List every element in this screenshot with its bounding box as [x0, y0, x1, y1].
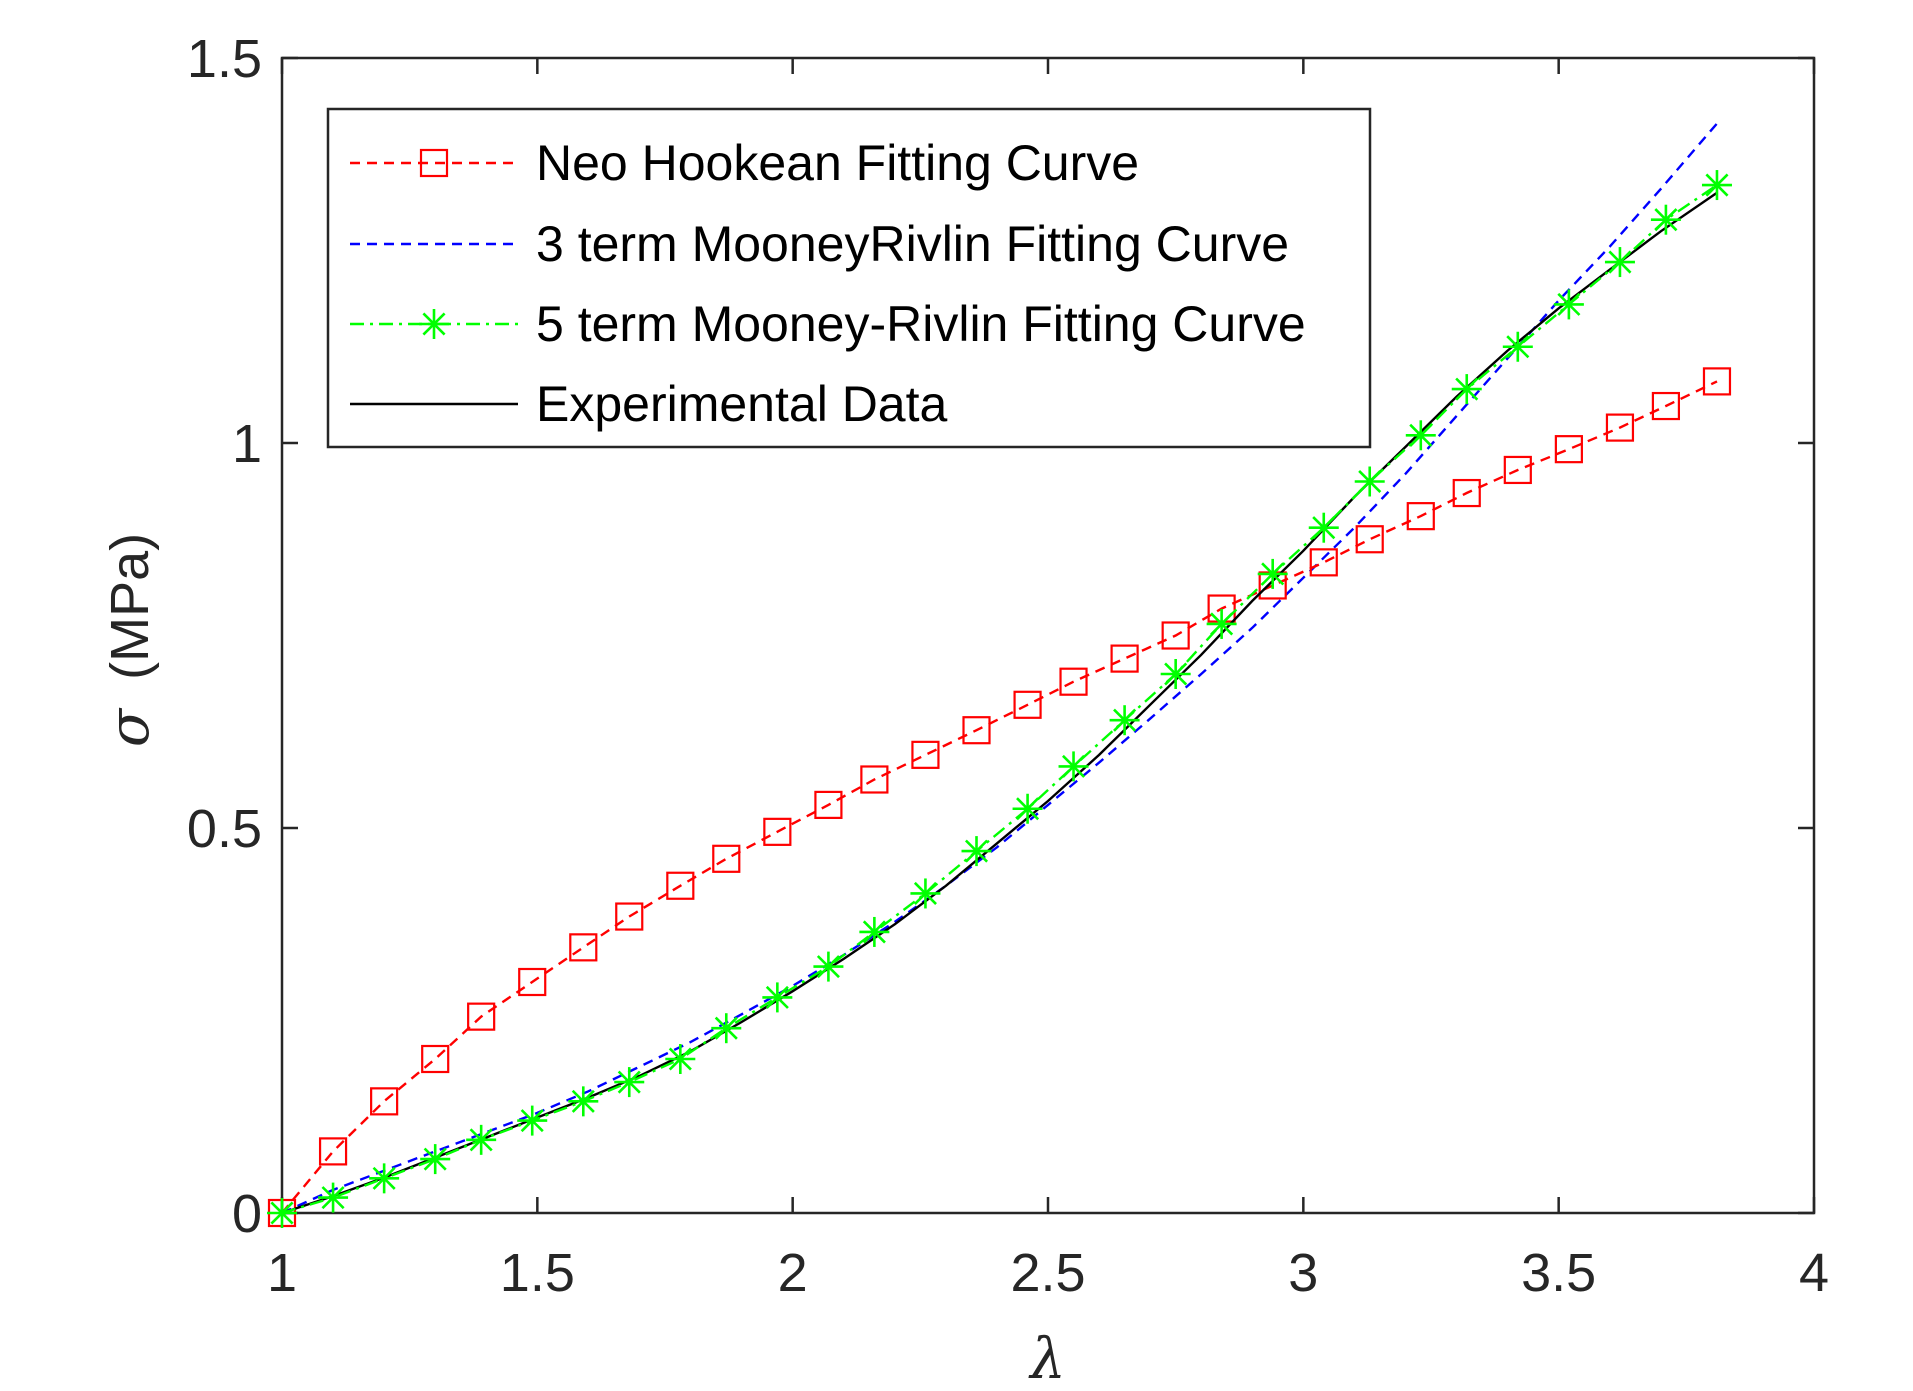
series-marker [318, 1182, 349, 1213]
series-marker [1355, 525, 1384, 554]
series-marker [762, 982, 793, 1013]
series-marker [517, 1105, 548, 1136]
x-tick-label: 1 [267, 1243, 297, 1303]
series-marker [318, 1137, 348, 1166]
series-marker [712, 844, 741, 873]
legend-label: 5 term Mooney-Rivlin Fitting Curve [536, 296, 1306, 352]
x-tick-label: 4 [1799, 1243, 1829, 1303]
series-marker [1502, 331, 1533, 362]
series-marker [860, 765, 889, 794]
series-marker [1702, 367, 1732, 396]
series-marker [1650, 204, 1681, 235]
series-marker [467, 1002, 496, 1031]
x-tick-label: 1.5 [500, 1243, 575, 1303]
series-marker [1059, 667, 1088, 696]
series-marker [267, 1198, 297, 1228]
legend-swatch-marker [419, 148, 449, 178]
series-marker [1354, 466, 1385, 497]
y-tick-label: 1 [232, 414, 262, 474]
x-tick-label: 2.5 [1010, 1243, 1085, 1303]
series-marker [1308, 512, 1339, 543]
series-line [281, 380, 1718, 1214]
series-marker [568, 1086, 599, 1117]
series-marker [614, 1067, 645, 1098]
legend-entry: Experimental Data [350, 376, 947, 432]
y-tick-label: 1.5 [187, 29, 262, 89]
series-marker [1651, 391, 1681, 421]
legend-box [326, 107, 1372, 449]
series-marker [1309, 548, 1338, 577]
y-axis-label-unit: (MPa) [100, 533, 160, 680]
y-tick-label: 0 [232, 1184, 262, 1244]
legend-entry: 3 term MooneyRivlin Fitting Curve [350, 216, 1289, 272]
series-marker [1257, 558, 1288, 589]
series-marker [910, 878, 941, 909]
series-marker [1058, 751, 1089, 782]
series-marker [814, 790, 843, 820]
series-marker [1206, 608, 1237, 639]
series-marker [370, 1087, 399, 1116]
series-marker [1452, 478, 1481, 508]
series-marker [1110, 644, 1139, 673]
legend-label: 3 term MooneyRivlin Fitting Curve [536, 216, 1289, 272]
legend: Neo Hookean Fitting Curve 3 term MooneyRi… [326, 107, 1372, 449]
x-tick-label: 3.5 [1521, 1243, 1596, 1303]
series-marker [711, 1013, 742, 1044]
series-marker [961, 836, 992, 867]
legend-swatch-marker [419, 309, 449, 339]
series-marker [813, 951, 844, 982]
series-marker [466, 1124, 497, 1155]
series-marker [1503, 455, 1532, 485]
series-marker [1701, 170, 1732, 201]
y-axis-label-symbol: σ [97, 707, 162, 747]
series-marker [615, 902, 644, 931]
series-marker [763, 817, 792, 846]
series-marker [518, 967, 547, 997]
series-marker [1013, 690, 1042, 719]
series-marker [1406, 502, 1435, 531]
y-axis-label: σ (MPa) [97, 533, 162, 747]
series-marker [369, 1163, 400, 1194]
series-marker [1604, 247, 1635, 278]
series-marker [421, 1044, 450, 1074]
legend-entry: 5 term Mooney-Rivlin Fitting Curve [350, 296, 1306, 352]
legend-label: Neo Hookean Fitting Curve [536, 135, 1139, 191]
series-marker [1160, 659, 1191, 689]
y-tick-label: 0.5 [187, 799, 262, 859]
series-marker [1451, 374, 1482, 405]
series-marker [1405, 420, 1436, 451]
series-marker [859, 916, 890, 947]
series-marker [1109, 705, 1140, 736]
series-marker [911, 740, 940, 769]
legend-label: Experimental Data [536, 376, 947, 432]
series-marker [962, 716, 991, 745]
series-marker [420, 1144, 451, 1175]
series-marker [569, 933, 598, 962]
y-tick-labels: 0 0.5 1 1.5 [187, 29, 262, 1244]
series-layer [267, 122, 1732, 1228]
x-tick-label: 2 [778, 1243, 808, 1303]
series-marker [1553, 289, 1584, 320]
x-tick-label: 3 [1288, 1243, 1318, 1303]
series-marker [665, 1044, 696, 1074]
series-2 [267, 170, 1732, 1228]
legend-entry: Neo Hookean Fitting Curve [350, 135, 1139, 191]
series-marker [666, 871, 695, 900]
series-marker [1161, 621, 1190, 650]
x-tick-labels: 1 1.5 2 2.5 3 3.5 4 [267, 1243, 1829, 1303]
series-marker [1554, 435, 1583, 464]
series-marker [1605, 413, 1635, 442]
series-line [281, 184, 1718, 1215]
series-marker [1012, 793, 1043, 824]
x-axis-label: λ [1028, 1327, 1066, 1391]
